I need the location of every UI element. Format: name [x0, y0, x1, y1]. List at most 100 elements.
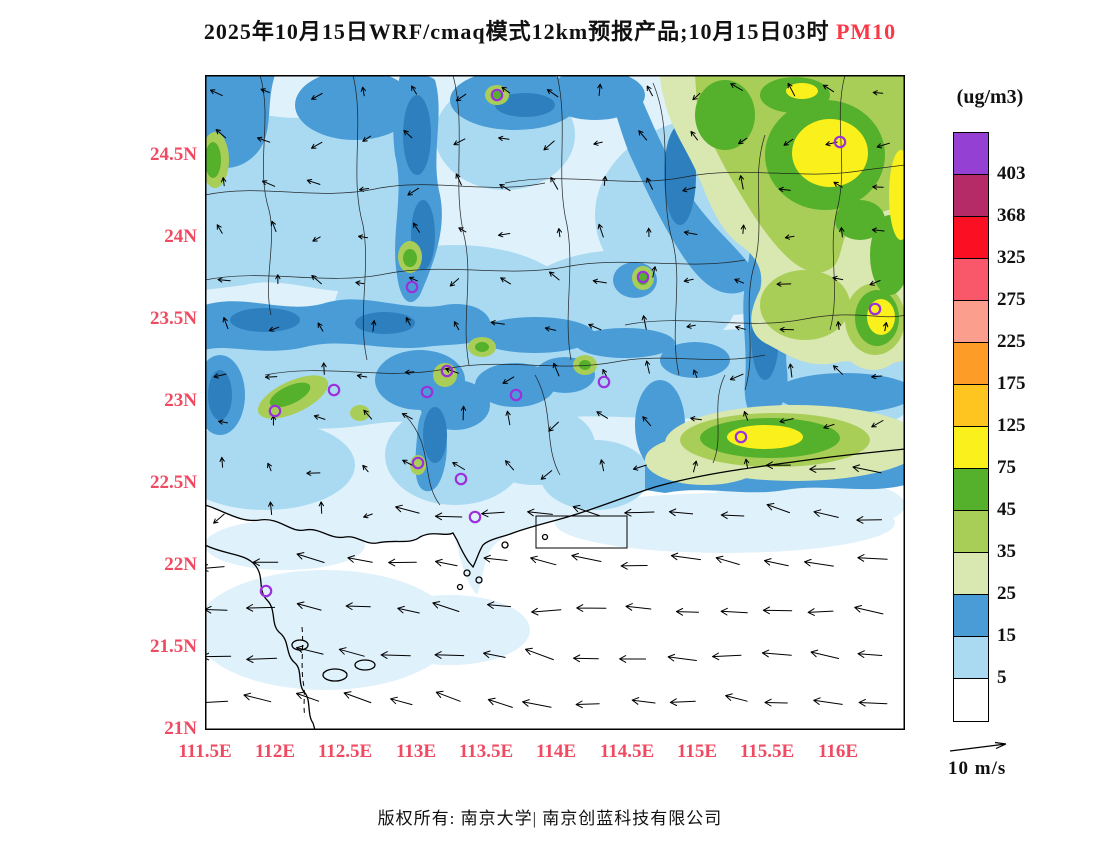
wind-arrow [857, 650, 883, 658]
wind-arrow [690, 130, 698, 141]
wind-arrow [397, 605, 420, 614]
wind-arrow [549, 271, 560, 281]
wind-arrow [306, 179, 321, 185]
wind-arrow [638, 130, 648, 141]
wind-arrow [644, 360, 651, 374]
pm10-spot-core [269, 382, 311, 408]
wind-arrow [576, 604, 607, 612]
wind-arrow [641, 315, 647, 330]
station-marker [833, 135, 847, 149]
wind-arrow [407, 187, 419, 196]
wind-arrow [620, 561, 648, 570]
wind-arrow [810, 649, 840, 659]
lat-tick-label: 24N [164, 226, 197, 247]
wind-arrow [371, 320, 377, 332]
station-marker [734, 430, 748, 444]
pm10-band-15-25 [540, 440, 650, 510]
station-marker [868, 302, 882, 316]
wind-arrow [527, 508, 553, 517]
wind-arrow [779, 326, 794, 333]
wind-arrow [833, 365, 843, 375]
wind-arrow [296, 601, 322, 611]
colorbar-level-label: 368 [997, 205, 1026, 226]
wind-arrow [871, 373, 883, 380]
station-marker [636, 270, 650, 284]
wind-arrow [264, 374, 278, 380]
wind-arrow [343, 691, 372, 704]
wind-arrow [872, 90, 884, 96]
wind-arrow [321, 362, 327, 375]
wind-arrow [498, 232, 511, 238]
wind-arrow [358, 234, 368, 240]
wind-arrow [552, 362, 560, 377]
wind-arrow [311, 141, 323, 149]
lat-tick-label: 23N [164, 390, 197, 411]
lon-tick-label: 115.5E [739, 741, 795, 762]
wind-arrow [215, 129, 227, 139]
wind-arrow [453, 321, 460, 331]
wind-arrow [522, 699, 552, 708]
lon-tick-label: 113E [395, 741, 437, 762]
wind-arrow [813, 697, 843, 705]
wind-arrow [839, 227, 845, 238]
wind-arrow [692, 369, 698, 378]
wind-arrow [268, 326, 280, 332]
colorbar-unit-label: (ug/m3) [956, 86, 1024, 108]
lat-tick-label: 24.5N [150, 144, 197, 165]
pm10-band-25-35 [775, 373, 905, 413]
station-marker [327, 383, 341, 397]
colorbar-level-label: 125 [997, 415, 1026, 436]
copyright-footer: 版权所有: 南京大学| 南京创蓝科技有限公司 [377, 809, 723, 828]
wind-arrow [246, 655, 278, 663]
wind-arrow [683, 230, 698, 236]
wind-arrow [487, 697, 513, 708]
wind-arrow [646, 85, 653, 97]
title-species-pm10: PM10 [829, 19, 897, 44]
wind-arrow [822, 84, 835, 93]
wind-arrow [682, 186, 696, 193]
estuary-box-outline [535, 515, 628, 549]
wind-arrow [744, 458, 750, 468]
wind-arrow [261, 180, 276, 187]
colorbar-level-label: 5 [997, 667, 1007, 688]
wind-arrow [402, 459, 415, 467]
wind-arrow [876, 142, 890, 149]
wind-arrow [575, 700, 600, 709]
wind-arrow [268, 501, 274, 515]
wind-arrow [405, 317, 411, 326]
wind-arrow [360, 86, 366, 97]
wind-arrow [683, 277, 694, 283]
pm10-band-15-25 [205, 420, 355, 510]
colorbar-level-label: 325 [997, 247, 1026, 268]
colorbar-level-label: 75 [997, 457, 1016, 478]
wind-arrow [599, 459, 605, 472]
lon-tick-label: 114.5E [599, 741, 655, 762]
coastline [205, 448, 905, 730]
wind-arrow [358, 186, 370, 192]
wind-arrow [313, 414, 326, 420]
station-marker [490, 88, 504, 102]
wind-arrow [412, 222, 420, 233]
wind-arrow [668, 508, 694, 517]
colorbar-cell [954, 343, 988, 385]
wind-arrow [571, 553, 602, 562]
pm10-max-yellow [792, 119, 868, 187]
colorbar-level-label: 275 [997, 289, 1026, 310]
wind-arrow [632, 464, 647, 471]
wind-arrow [784, 234, 795, 240]
wind-arrow [550, 176, 559, 190]
wind-arrow [455, 93, 467, 102]
wind-arrow [761, 649, 792, 658]
wind-arrow [460, 405, 467, 421]
wind-arrow [762, 606, 793, 615]
title-text: 2025年10月15日WRF/cmaq模式12km预报产品;10月15日03时 [203, 19, 830, 44]
station-marker [509, 388, 523, 402]
lat-tick-label: 22.5N [150, 472, 197, 493]
wind-arrow [455, 173, 462, 186]
pm10-max-yellow [889, 150, 905, 240]
wind-arrow [725, 693, 748, 702]
wind-arrow [729, 373, 744, 381]
station-marker [268, 404, 282, 418]
lon-tick-label: 116E [817, 741, 859, 762]
